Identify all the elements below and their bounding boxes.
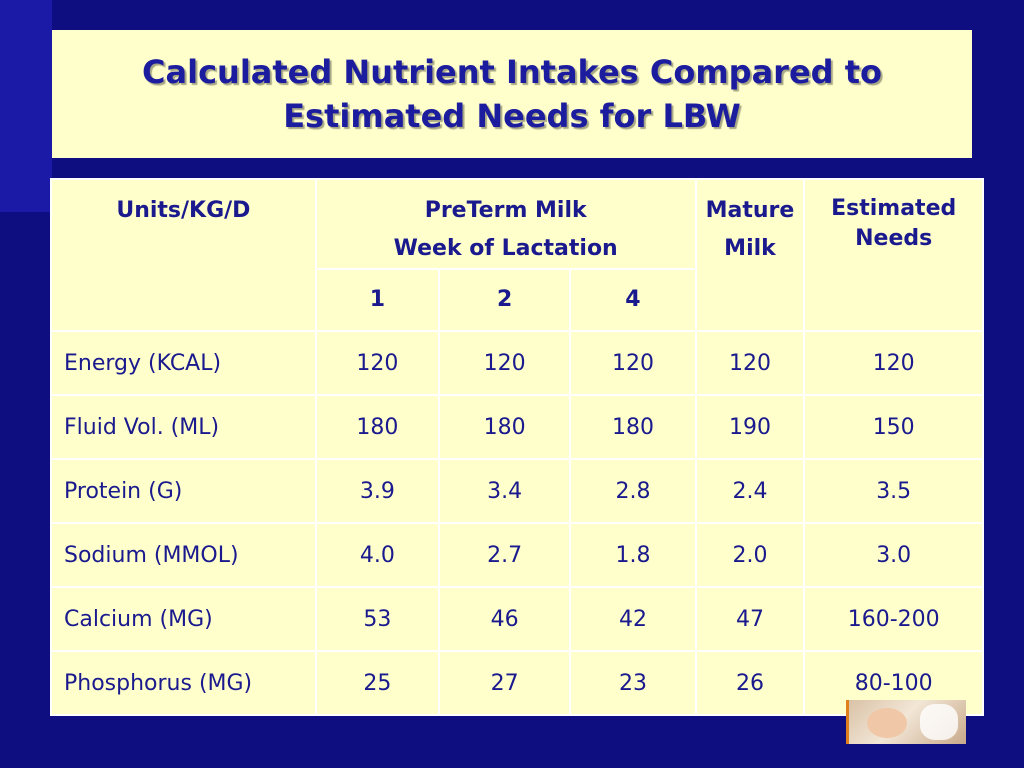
cell-mature-milk: 120 — [694, 330, 806, 396]
cell-week-1: 4.0 — [314, 522, 440, 588]
row-label: Fluid Vol. (ML) — [50, 394, 317, 460]
header-week-4: 4 — [569, 268, 697, 332]
cell-mature-milk: 26 — [694, 650, 806, 716]
cell-week-4: 180 — [569, 394, 697, 460]
row-label: Sodium (MMOL) — [50, 522, 317, 588]
photo-hand-shape — [867, 708, 907, 738]
photo-cloth-shape — [920, 704, 958, 740]
cell-week-4: 1.8 — [569, 522, 697, 588]
cell-estimated-needs: 160-200 — [803, 586, 984, 652]
cell-week-4: 120 — [569, 330, 697, 396]
cell-week-1: 25 — [314, 650, 440, 716]
header-preterm-line1: PreTerm Milk — [424, 198, 587, 223]
cell-week-1: 180 — [314, 394, 440, 460]
row-label: Energy (KCAL) — [50, 330, 317, 396]
cell-mature-milk: 190 — [694, 394, 806, 460]
header-needs-line1: Estimated — [831, 196, 957, 221]
header-week-2: 2 — [437, 268, 572, 332]
cell-mature-milk: 2.4 — [694, 458, 806, 524]
cell-week-2: 180 — [437, 394, 572, 460]
cell-week-4: 42 — [569, 586, 697, 652]
header-week-1: 1 — [314, 268, 440, 332]
background-accent — [0, 0, 52, 212]
header-mature-line2: Milk — [724, 236, 776, 261]
cell-week-2: 3.4 — [437, 458, 572, 524]
cell-week-1: 3.9 — [314, 458, 440, 524]
row-label: Phosphorus (MG) — [50, 650, 317, 716]
row-label: Calcium (MG) — [50, 586, 317, 652]
cell-week-2: 46 — [437, 586, 572, 652]
table-row: Phosphorus (MG) 25 27 23 26 80-100 — [50, 650, 984, 716]
table-row: Calcium (MG) 53 46 42 47 160-200 — [50, 586, 984, 652]
cell-estimated-needs: 150 — [803, 394, 984, 460]
cell-mature-milk: 2.0 — [694, 522, 806, 588]
header-preterm-milk: PreTerm Milk Week of Lactation — [314, 178, 697, 270]
cell-week-2: 120 — [437, 330, 572, 396]
header-mature-milk: Mature Milk — [694, 178, 806, 332]
cell-estimated-needs: 120 — [803, 330, 984, 396]
row-label: Protein (G) — [50, 458, 317, 524]
week-header-row: 1 2 4 — [51, 268, 983, 332]
table-row: Fluid Vol. (ML) 180 180 180 190 150 — [50, 394, 984, 460]
slide-title: Calculated Nutrient Intakes Compared to … — [142, 53, 882, 135]
header-row: Units/KG/D PreTerm Milk Week of Lactatio… — [50, 178, 984, 332]
baby-photo — [846, 700, 966, 744]
header-preterm-line2: Week of Lactation — [393, 236, 618, 261]
header-estimated-needs: Estimated Needs — [803, 178, 984, 332]
cell-estimated-needs: 3.5 — [803, 458, 984, 524]
header-units: Units/KG/D — [50, 178, 317, 332]
header-mature-line1: Mature — [705, 198, 795, 223]
cell-week-2: 2.7 — [437, 522, 572, 588]
header-needs-line2: Needs — [855, 226, 933, 251]
table-row: Sodium (MMOL) 4.0 2.7 1.8 2.0 3.0 — [50, 522, 984, 588]
nutrient-table: Units/KG/D PreTerm Milk Week of Lactatio… — [50, 178, 984, 716]
cell-week-4: 2.8 — [569, 458, 697, 524]
table-row: Protein (G) 3.9 3.4 2.8 2.4 3.5 — [50, 458, 984, 524]
title-box: Calculated Nutrient Intakes Compared to … — [52, 30, 972, 158]
cell-week-1: 120 — [314, 330, 440, 396]
cell-week-1: 53 — [314, 586, 440, 652]
cell-week-4: 23 — [569, 650, 697, 716]
cell-week-2: 27 — [437, 650, 572, 716]
table-row: Energy (KCAL) 120 120 120 120 120 — [50, 330, 984, 396]
cell-estimated-needs: 3.0 — [803, 522, 984, 588]
cell-mature-milk: 47 — [694, 586, 806, 652]
